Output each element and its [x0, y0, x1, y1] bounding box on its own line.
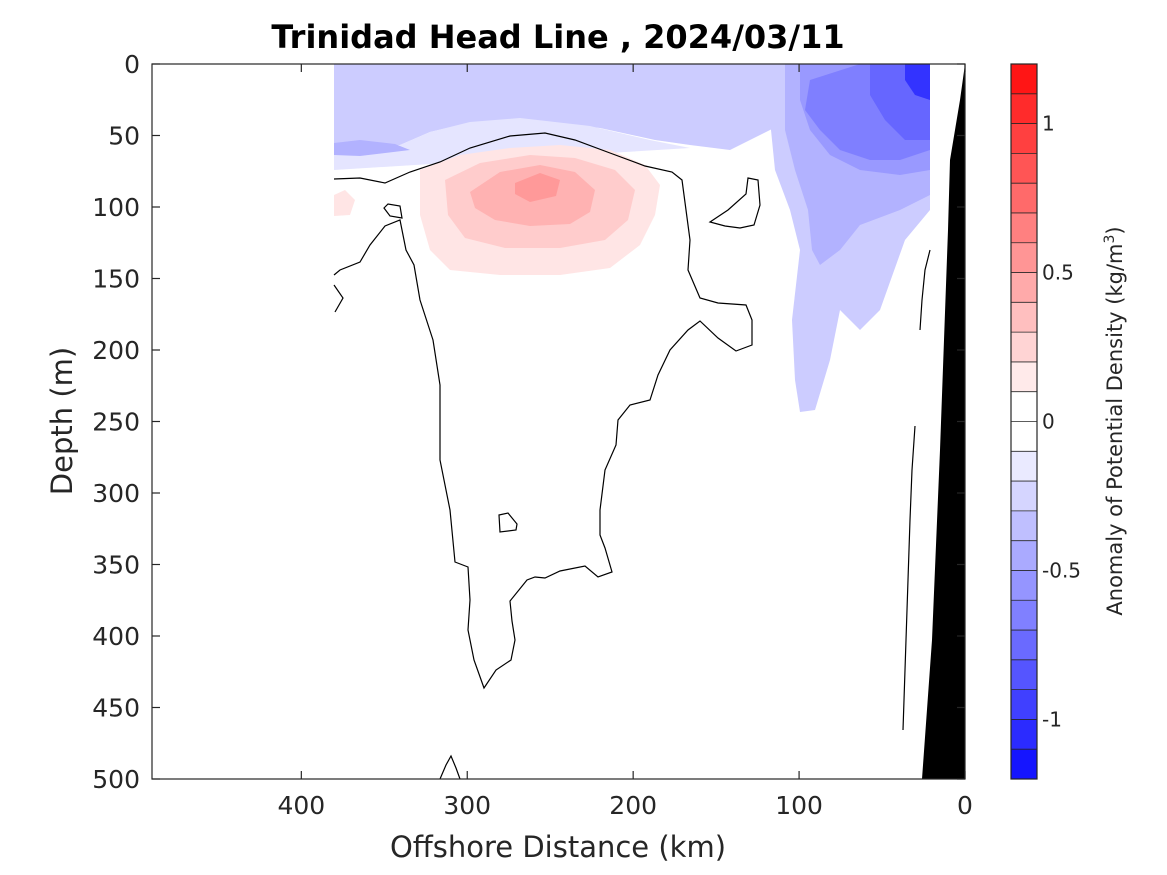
plot-area: [151, 63, 966, 780]
colorbar-segment: [1011, 332, 1037, 363]
colorbar-tick-label: -1: [1042, 707, 1062, 731]
colorbar-segment: [1011, 183, 1037, 214]
zero-contour-west-edge: [333, 284, 344, 313]
y-tick-label: 300: [92, 479, 140, 508]
colorbar-segment: [1011, 481, 1037, 512]
colorbar-segment: [1011, 510, 1037, 541]
colorbar-segment: [1011, 212, 1037, 244]
colorbar-segment: [1011, 689, 1037, 720]
colorbar-frame: [1010, 63, 1038, 780]
colorbar-segment: [1011, 630, 1037, 661]
colorbar-segment: [1011, 64, 1037, 95]
zero-contour-east-island: [708, 177, 761, 229]
y-tick-label: 50: [108, 122, 140, 151]
zero-contour-nearshore-lower: [902, 425, 916, 731]
zero-contours: [333, 132, 931, 779]
colorbar-label-close: ): [1103, 226, 1127, 234]
y-axis: 0 50 100 150 200 250 300 350 400 450 500: [92, 50, 965, 794]
colorbar-label: Anomaly of Potential Density (kg/m3): [1102, 226, 1127, 615]
y-tick-label: 250: [92, 408, 140, 437]
colorbar-label-main: Anomaly of Potential Density (kg/m: [1103, 244, 1127, 616]
positive-anomaly-max: [515, 173, 560, 202]
chart-title: Trinidad Head Line , 2024/03/11: [271, 18, 844, 56]
zero-contour-nearshore-upper: [919, 249, 931, 331]
x-tick-label: 0: [957, 791, 973, 820]
zero-contour-deep-island: [498, 512, 518, 533]
anomaly-fills: [334, 64, 930, 412]
colorbar-tick-label: 1: [1042, 112, 1055, 136]
y-tick-label: 350: [92, 551, 140, 580]
colorbar-segment: [1011, 421, 1037, 452]
colorbar-label-superscript: 3: [1102, 235, 1118, 244]
x-axis: 400 300 200 100 0: [277, 64, 973, 820]
colorbar-segment: [1011, 719, 1037, 750]
y-axis-label: Depth (m): [45, 347, 79, 495]
y-tick-label: 450: [92, 694, 140, 723]
y-tick-label: 100: [92, 193, 140, 222]
colorbar-segment: [1011, 570, 1037, 601]
colorbar-segment: [1011, 600, 1037, 631]
colorbar-segment: [1011, 361, 1037, 393]
zero-contour-bottom: [439, 754, 461, 779]
colorbar-tick-label: 0: [1042, 410, 1055, 434]
colorbar-segment: [1011, 749, 1037, 780]
x-tick-label: 100: [775, 791, 823, 820]
nearshore-negative-max: [905, 64, 930, 100]
y-tick-label: 150: [92, 265, 140, 294]
colorbar-segment: [1011, 242, 1037, 273]
colorbar-segment: [1011, 153, 1037, 184]
positive-anomaly-west: [334, 190, 355, 216]
colorbar-segment: [1011, 123, 1037, 154]
y-tick-label: 500: [92, 765, 140, 794]
y-tick-label: 200: [92, 336, 140, 365]
colorbar-segment: [1011, 93, 1037, 124]
colorbar-segment: [1011, 451, 1037, 482]
colorbar: 1 0.5 0 -0.5 -1: [1010, 63, 1081, 780]
colorbar-segment: [1011, 659, 1037, 690]
surface-layer-band: [334, 118, 690, 170]
y-tick-label: 400: [92, 622, 140, 651]
bathymetry-shelf: [922, 64, 965, 779]
surface-layer-dark-patch: [334, 140, 410, 156]
zero-contour-main: [333, 132, 753, 690]
colorbar-segment: [1011, 302, 1037, 333]
colorbar-tick-label: 0.5: [1042, 261, 1074, 285]
x-tick-label: 300: [443, 791, 491, 820]
colorbar-tick-label: -0.5: [1042, 558, 1081, 582]
x-axis-label: Offshore Distance (km): [390, 830, 726, 864]
colorbar-segment: [1011, 272, 1037, 303]
x-tick-label: 400: [277, 791, 325, 820]
y-tick-label: 0: [124, 50, 140, 79]
zero-contour-small-island: [383, 203, 403, 219]
colorbar-segment: [1011, 391, 1037, 422]
x-tick-label: 200: [609, 791, 657, 820]
colorbar-segment: [1011, 540, 1037, 571]
